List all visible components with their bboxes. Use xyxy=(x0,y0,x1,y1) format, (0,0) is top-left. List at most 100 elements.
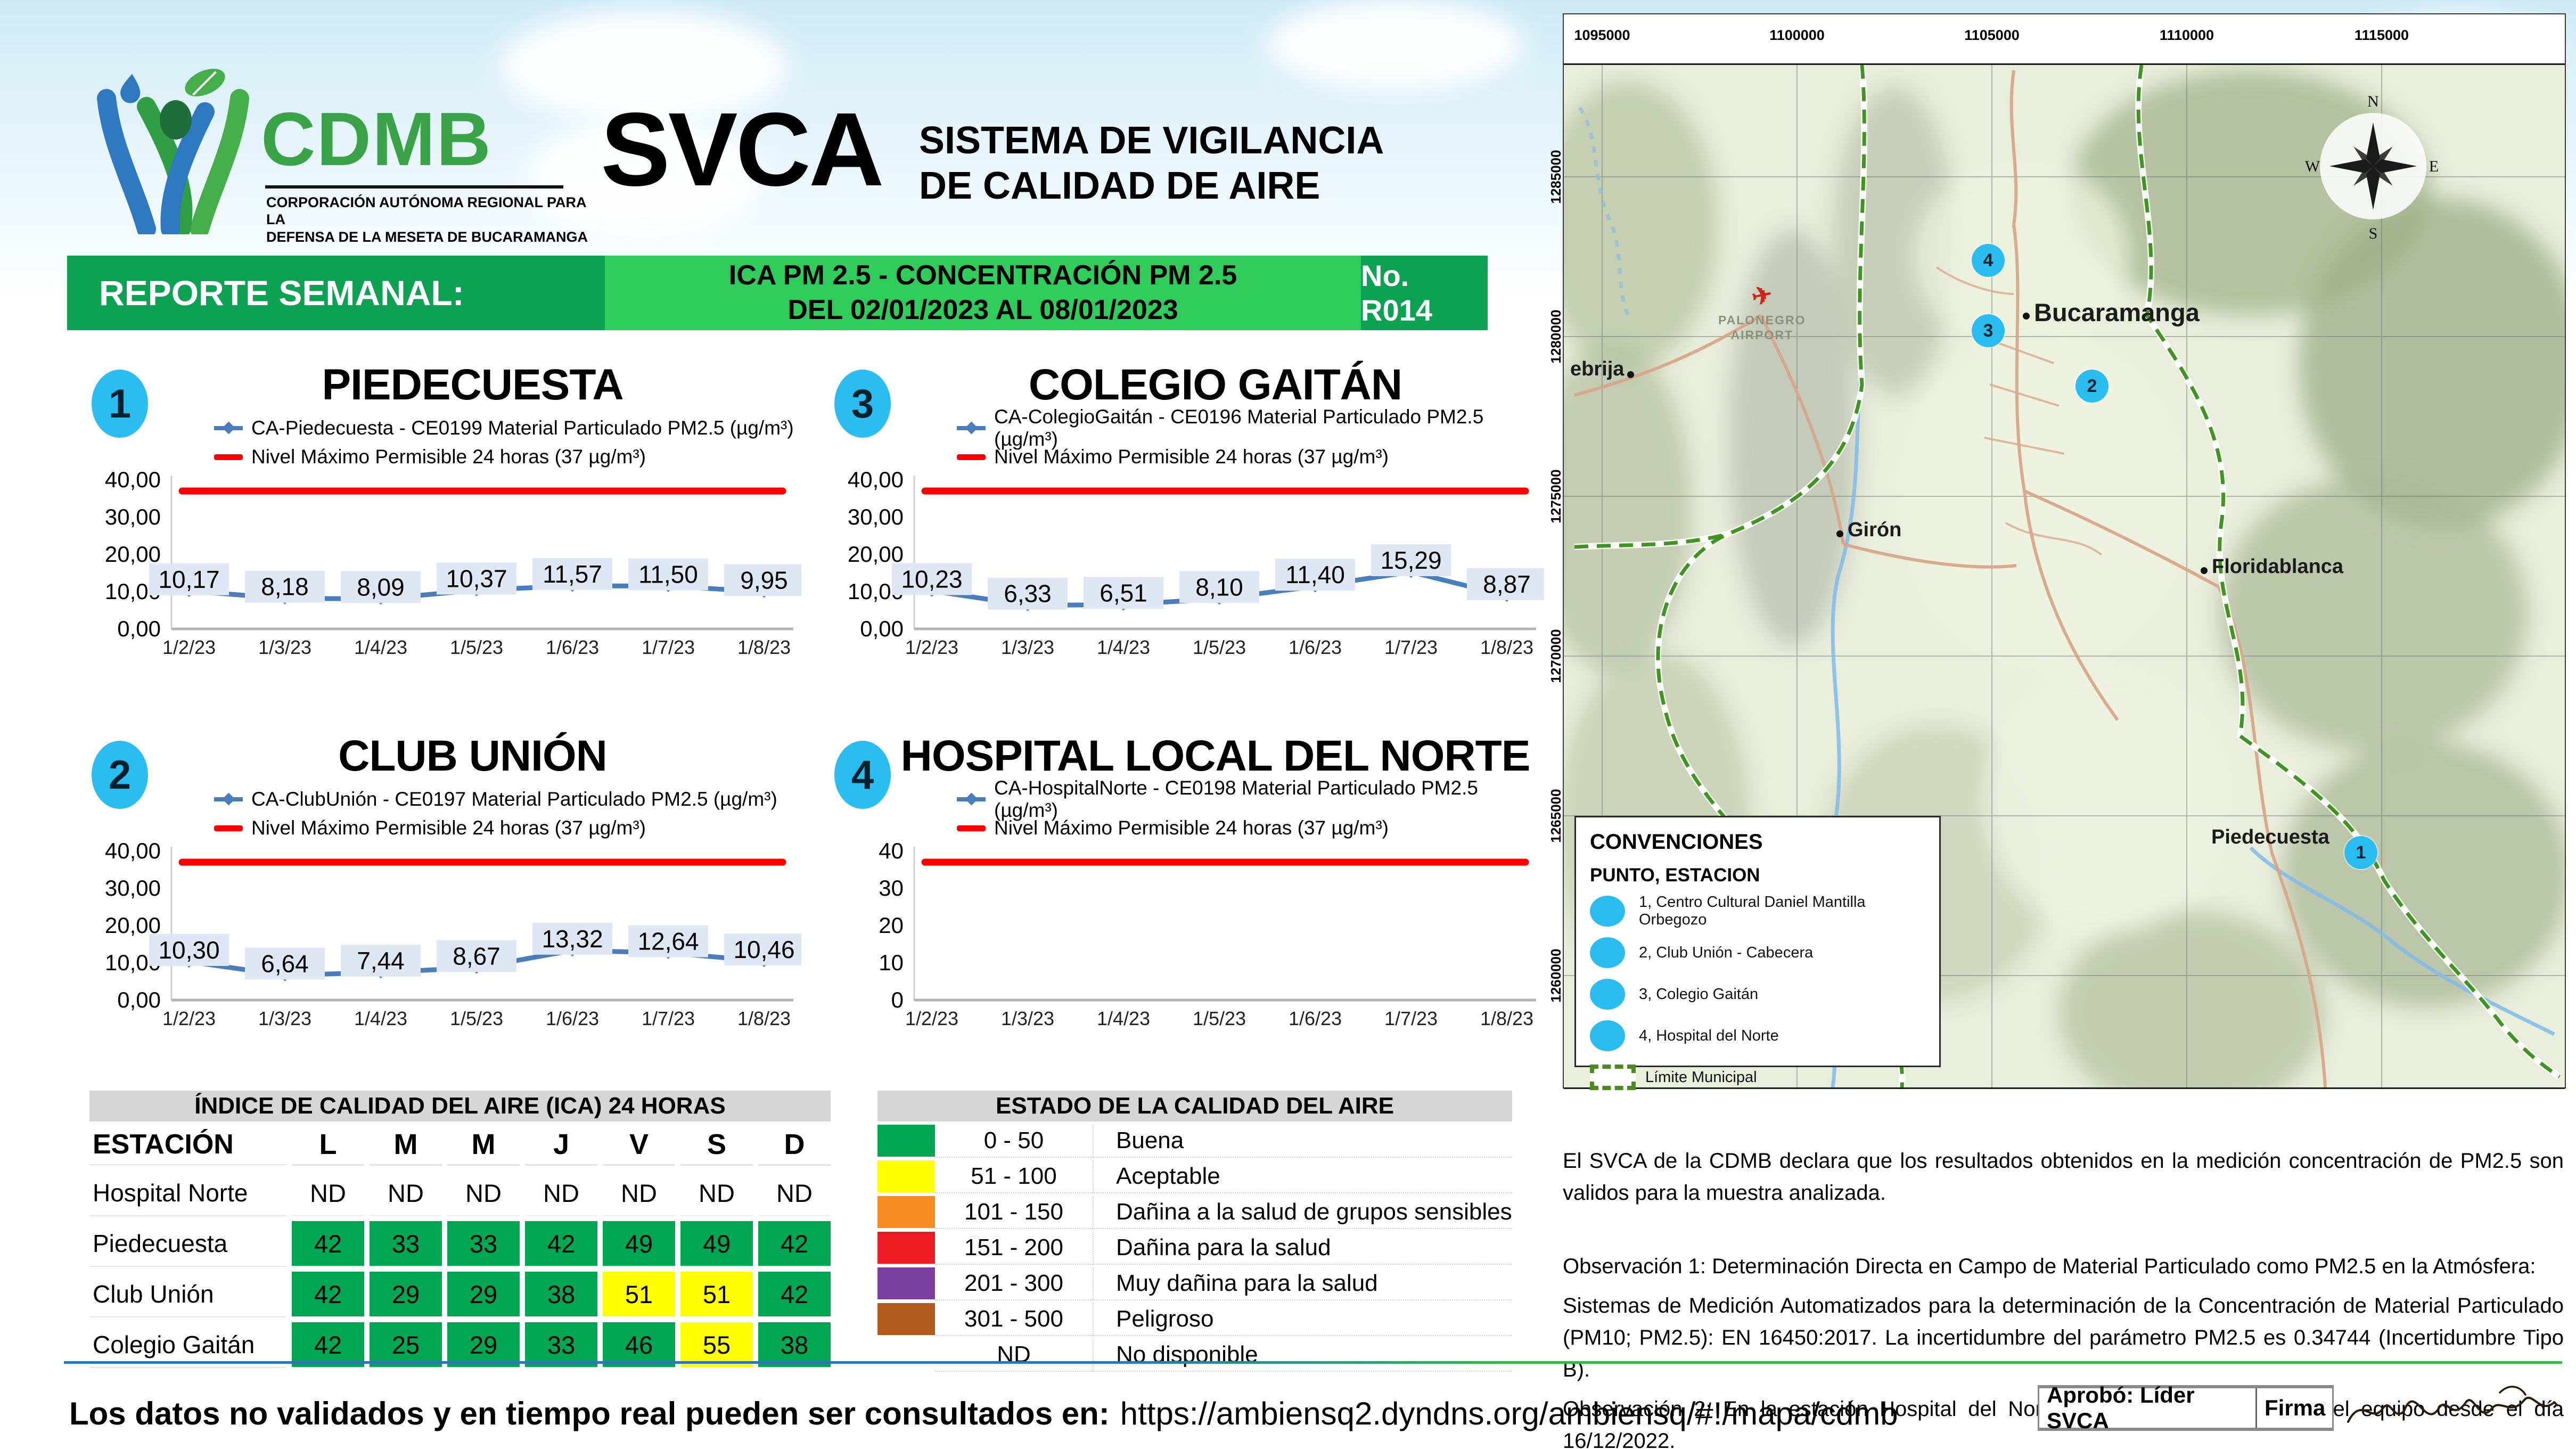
chart-piedecuesta: 1 PIEDECUESTA CA-Piedecuesta - CE0199 Mate… xyxy=(80,345,801,702)
logo-divider xyxy=(265,185,563,189)
estado-color-swatch xyxy=(877,1232,935,1264)
y-axis-tick-label: 20,00 xyxy=(105,542,161,567)
map-coordinate-label: 1100000 xyxy=(1769,27,1825,43)
y-axis-tick-label: 40 xyxy=(879,838,904,863)
series-legend-label: CA-ClubUnión - CE0197 Material Particula… xyxy=(251,788,777,810)
chart-legend: CA-HospitalNorte - CE0198 Material Parti… xyxy=(957,777,1544,845)
legend-series-row: CA-Piedecuesta - CE0199 Material Particu… xyxy=(214,416,794,440)
logo-tagline-line2: DEFENSA DE LA MESETA DE BUCARAMANGA xyxy=(266,228,588,245)
x-axis-tick-label: 1/6/23 xyxy=(1289,1008,1342,1029)
limit-legend-label: Nivel Máximo Permisible 24 horas (37 µg/… xyxy=(994,446,1389,468)
legend-series-row: CA-ClubUnión - CE0197 Material Particula… xyxy=(214,788,777,811)
estado-table-grid: 0 - 50 Buena 51 - 100 Aceptable 101 - 150 Dañ… xyxy=(877,1125,1512,1372)
series-marker-icon xyxy=(214,426,243,430)
data-label: 8,67 xyxy=(453,942,501,970)
page-subtitle-line2: DE CALIDAD DE AIRE xyxy=(919,164,1320,207)
ica-value-cell: ND xyxy=(603,1170,675,1216)
x-axis-tick-label: 1/6/23 xyxy=(1289,636,1342,658)
ica-value-cell: 49 xyxy=(680,1221,753,1266)
y-axis-tick-label: 10 xyxy=(879,950,904,975)
cloud-shape xyxy=(1267,0,1523,91)
series-legend-label: CA-Piedecuesta - CE0199 Material Particu… xyxy=(251,417,794,439)
map-legend-item-label: 2, Club Unión - Cabecera xyxy=(1639,944,1814,961)
chart-number-badge: 1 xyxy=(92,370,148,438)
chart-number-badge: 2 xyxy=(92,741,148,809)
map-coordinate-label: 1270000 xyxy=(1548,629,1564,683)
data-label: 8,09 xyxy=(357,573,405,601)
data-label: 11,50 xyxy=(638,561,698,588)
ica-header-day: V xyxy=(603,1125,675,1166)
municipal-limit-label: Límite Municipal xyxy=(1645,1068,1757,1086)
station-point-icon xyxy=(1590,979,1625,1010)
legend-limit-row: Nivel Máximo Permisible 24 horas (37 µg/… xyxy=(214,445,794,469)
ica-value-cell: 55 xyxy=(680,1322,753,1367)
x-axis-tick-label: 1/5/23 xyxy=(450,1008,503,1029)
x-axis-tick-label: 1/2/23 xyxy=(162,1008,216,1029)
data-label-box xyxy=(1179,571,1259,603)
chart-legend: CA-Piedecuesta - CE0199 Material Particu… xyxy=(214,416,794,474)
estado-color-swatch xyxy=(877,1339,935,1371)
signature xyxy=(2347,1386,2558,1423)
chart-title: PIEDECUESTA xyxy=(322,361,624,409)
x-axis-tick-label: 1/5/23 xyxy=(1193,636,1246,658)
legend-limit-row: Nivel Máximo Permisible 24 horas (37 µg/… xyxy=(214,816,777,840)
svg-text:W: W xyxy=(2305,158,2320,175)
data-label: 10,23 xyxy=(901,565,962,593)
ica-value-cell: 38 xyxy=(758,1322,831,1367)
chart-number-badge: 4 xyxy=(834,741,891,809)
compass-rose-icon: N E S W xyxy=(2305,93,2439,242)
x-axis-tick-label: 1/7/23 xyxy=(642,1008,695,1029)
y-axis-tick-label: 30,00 xyxy=(848,504,904,529)
logo-tagline: CORPORACIÓN AUTÓNOMA REGIONAL PARA LA DE… xyxy=(266,194,602,245)
chart-title: HOSPITAL LOCAL DEL NORTE xyxy=(900,732,1531,780)
estado-color-swatch xyxy=(877,1303,935,1335)
x-axis-tick-label: 1/4/23 xyxy=(1097,636,1150,658)
x-axis-tick-label: 1/4/23 xyxy=(354,636,407,658)
chart-colegio-gaitan: 3 COLEGIO GAITÁN CA-ColegioGaitán - CE0196… xyxy=(823,345,1544,702)
estado-range: 301 - 500 xyxy=(935,1303,1093,1336)
svg-text:S: S xyxy=(2369,225,2378,242)
ica-station-name: Hospital Norte xyxy=(89,1170,286,1216)
data-label-box xyxy=(1275,559,1355,591)
map-legend: CONVENCIONES PUNTO, ESTACION 1, Centro C… xyxy=(1574,816,1941,1090)
estado-label: Peligroso xyxy=(1093,1303,1512,1336)
map-legend-title: CONVENCIONES xyxy=(1590,830,1763,854)
map-legend-item-label: 1, Centro Cultural Daniel Mantilla Orbeg… xyxy=(1639,894,1866,928)
x-axis-tick-label: 1/3/23 xyxy=(258,1008,311,1029)
cdmb-logo: CDMB CORPORACIÓN AUTÓNOMA REGIONAL PARA … xyxy=(91,59,602,256)
x-axis-tick-label: 1/5/23 xyxy=(1193,1008,1246,1029)
ica-value-cell: 51 xyxy=(603,1272,675,1316)
road-lines xyxy=(1574,70,2327,1087)
x-axis-tick-label: 1/3/23 xyxy=(1001,1008,1054,1029)
estado-label: Buena xyxy=(1093,1125,1512,1158)
chart-club-union: 2 CLUB UNIÓN CA-ClubUnión - CE0197 Materia… xyxy=(80,716,801,1073)
map-coordinate-label: 1275000 xyxy=(1548,469,1564,523)
legend-limit-row: Nivel Máximo Permisible 24 horas (37 µg/… xyxy=(957,445,1544,469)
estado-label: Muy dañina para la salud xyxy=(1093,1267,1512,1300)
data-label: 10,46 xyxy=(733,936,794,963)
data-label: 15,29 xyxy=(1380,546,1441,574)
y-axis-tick-label: 30 xyxy=(879,875,904,900)
station-point-icon xyxy=(1590,937,1625,968)
data-label: 8,18 xyxy=(261,573,309,601)
map-coordinate-label: 1260000 xyxy=(1548,948,1564,1003)
data-label-box xyxy=(1371,544,1451,576)
legend-limit-row: Nivel Máximo Permisible 24 horas (37 µg/… xyxy=(957,816,1544,840)
estado-range: 201 - 300 xyxy=(935,1267,1093,1300)
cloud-shape xyxy=(527,117,761,240)
footer-url-link[interactable]: https://ambiensq2.dyndns.org/ambiensq/#!… xyxy=(1120,1396,1898,1431)
chart-title: COLEGIO GAITÁN xyxy=(1028,361,1402,409)
municipal-limit-swatch xyxy=(1590,1065,1636,1090)
logo-tagline-line1: CORPORACIÓN AUTÓNOMA REGIONAL PARA LA xyxy=(266,194,586,228)
approval-box: Aprobó: Líder SVCA Firma xyxy=(2038,1382,2334,1433)
map-legend-item: 2, Club Unión - Cabecera xyxy=(1590,936,1925,969)
estado-range: 0 - 50 xyxy=(935,1125,1093,1158)
y-axis-tick-label: 30,00 xyxy=(105,875,161,900)
footer-divider xyxy=(64,1361,2562,1364)
chart-hospital-norte: 4 HOSPITAL LOCAL DEL NORTE CA-HospitalNort… xyxy=(823,716,1544,1073)
page-title: SVCA xyxy=(601,91,884,208)
banner-report-number: No. R014 xyxy=(1361,256,1488,330)
data-label: 8,10 xyxy=(1195,573,1243,601)
